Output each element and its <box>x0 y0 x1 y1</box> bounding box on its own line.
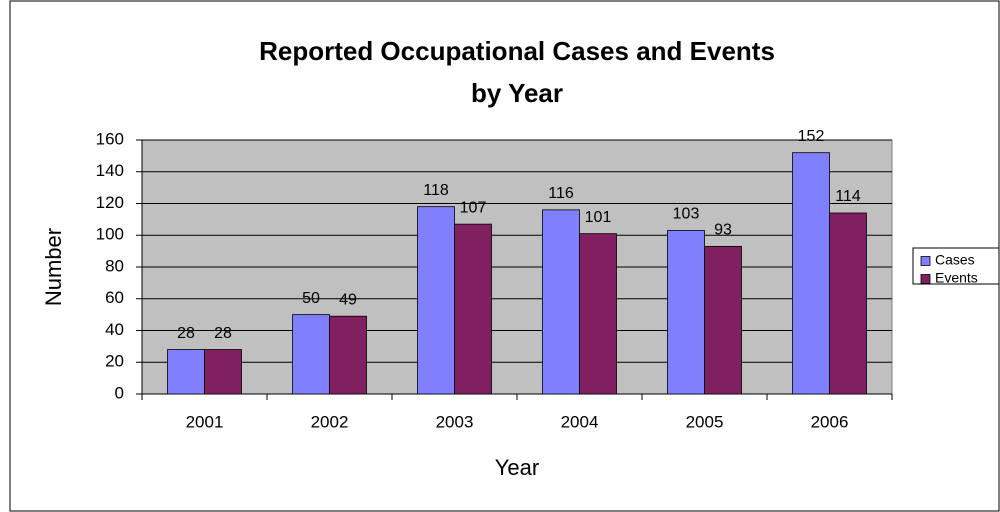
chart-title: Reported Occupational Cases and Events <box>259 36 775 66</box>
y-tick-label: 80 <box>105 256 124 275</box>
value-label: 101 <box>585 209 612 226</box>
value-label: 103 <box>673 206 700 223</box>
value-label: 107 <box>460 199 487 216</box>
value-label: 50 <box>302 290 320 307</box>
bar <box>792 152 830 395</box>
legend-swatch <box>920 274 931 284</box>
x-tick-label: 2001 <box>186 412 224 431</box>
x-tick-label: 2005 <box>686 412 724 431</box>
y-tick-label: 20 <box>105 352 124 371</box>
bar <box>417 206 455 395</box>
value-label: 93 <box>714 222 732 239</box>
bar <box>829 212 867 395</box>
value-label: 116 <box>548 185 574 202</box>
bar <box>292 314 330 395</box>
value-label: 28 <box>214 325 232 342</box>
value-label: 114 <box>835 188 861 205</box>
bar <box>542 209 580 395</box>
legend-label: Events <box>935 270 978 286</box>
bar <box>704 245 742 395</box>
chart-title: by Year <box>471 78 563 108</box>
bar <box>667 230 705 395</box>
value-label: 118 <box>423 182 449 199</box>
bar <box>329 315 367 395</box>
x-tick-label: 2004 <box>561 412 599 431</box>
y-axis-label: Number <box>41 228 66 306</box>
bar <box>454 223 492 395</box>
value-label: 28 <box>177 325 195 342</box>
y-tick-label: 120 <box>96 193 124 212</box>
value-label: 49 <box>339 291 357 308</box>
y-tick-label: 100 <box>96 225 124 244</box>
legend-label: Cases <box>935 252 975 268</box>
x-tick-label: 2002 <box>311 412 349 431</box>
legend-swatch <box>920 256 931 266</box>
y-tick-label: 160 <box>96 129 124 148</box>
bar <box>579 233 617 395</box>
x-tick-label: 2006 <box>811 412 849 431</box>
x-axis-label: Year <box>495 455 539 480</box>
y-tick-label: 40 <box>105 320 124 339</box>
bar <box>167 349 205 395</box>
x-tick-label: 2003 <box>436 412 474 431</box>
value-label: 152 <box>798 128 825 145</box>
bar <box>204 349 242 395</box>
y-tick-label: 140 <box>96 161 124 180</box>
y-tick-label: 0 <box>115 383 124 402</box>
y-tick-label: 60 <box>105 288 124 307</box>
